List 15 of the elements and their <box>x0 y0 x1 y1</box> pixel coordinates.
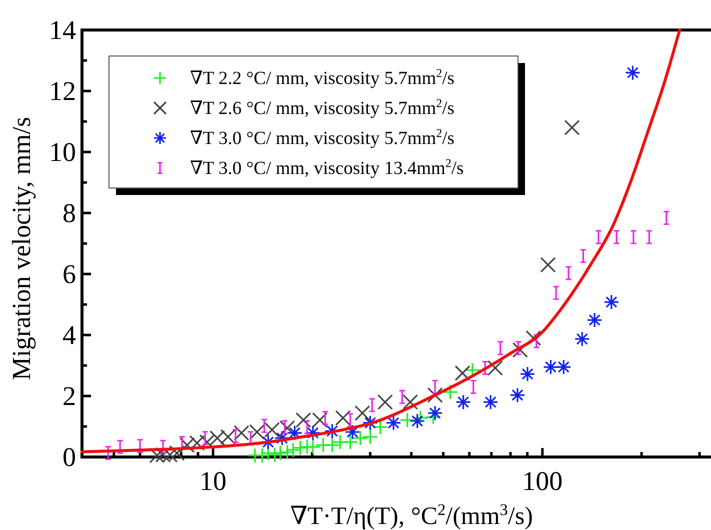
x-tick-label: 100 <box>522 466 563 496</box>
legend-label: ∇T 3.0 °C/ mm, viscosity 5.7mm$^{2}$/s <box>190 126 454 149</box>
legend-label: ∇T 2.2 °C/ mm, viscosity 5.7mm$^{2}$/s <box>190 66 454 89</box>
y-tick-label: 14 <box>49 15 76 45</box>
y-tick-label: 10 <box>49 137 76 167</box>
legend-label: ∇T 3.0 °C/ mm, viscosity 13.4mm$^{2}$/s <box>190 156 464 179</box>
y-tick-label: 4 <box>62 320 76 350</box>
legend-label: ∇T 2.6 °C/ mm, viscosity 5.7mm$^{2}$/s <box>190 96 454 119</box>
x-axis-title: ∇T·T/η(T), °C$^{2}$/(mm$^{3}$/s) <box>290 501 533 530</box>
y-axis-title: Migration velocity, mm/s <box>7 116 36 380</box>
y-tick-label: 2 <box>62 381 76 411</box>
y-tick-label: 0 <box>62 442 76 472</box>
y-tick-label: 6 <box>62 259 76 289</box>
y-tick-label: 12 <box>49 76 76 106</box>
y-tick-label: 8 <box>62 198 76 228</box>
